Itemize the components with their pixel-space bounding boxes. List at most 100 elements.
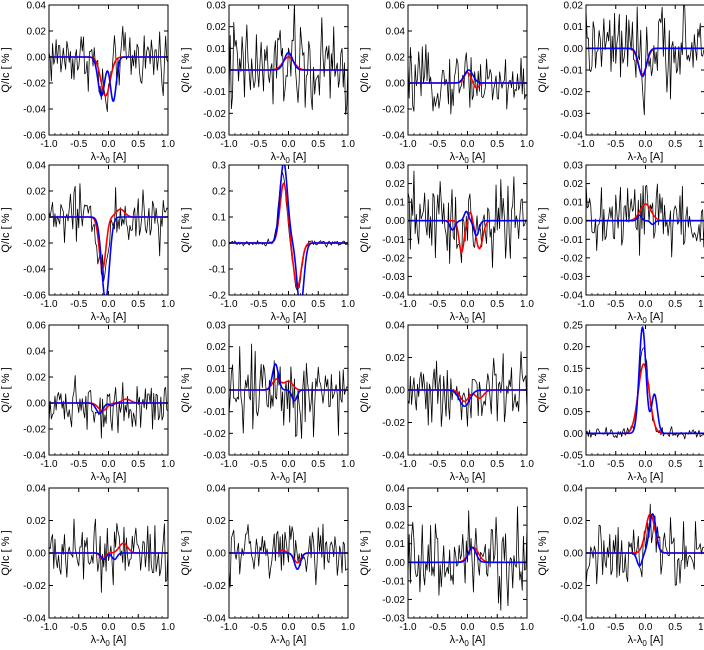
y-tick-label: 0.1 [212,213,226,224]
y-tick-label: 0.02 [386,353,406,364]
y-tick-label: 0.04 [386,484,406,495]
plot-area [229,523,348,588]
y-tick-label: 0.06 [27,321,47,332]
x-tick-label: 0.5 [668,139,682,150]
plot-area [49,25,168,113]
y-tick-label: 0.00 [207,386,227,397]
plot-area [408,170,527,269]
y-tick-label: -0.02 [203,581,226,592]
y-tick-label: -0.03 [560,272,583,283]
y-tick-label: -0.01 [382,235,405,246]
x-tick-label: -0.5 [607,459,625,470]
x-tick-label: -1.0 [220,299,238,310]
plot-area [586,181,704,258]
y-tick-label: -0.03 [560,109,583,120]
x-tick-label: -0.5 [70,299,88,310]
y-tick-label: 0.04 [386,321,406,332]
x-tick-label: 0.0 [461,139,475,150]
series-red [229,56,348,71]
x-tick-label: 0.5 [131,622,145,633]
x-tick-label: 0.0 [461,299,475,310]
x-axis-label: λ-λ0 [A] [91,311,127,325]
subplot-16: -1.0 -0.5 0.0 0.5 1.0 0.04 0.02 0.00 -0.02 -0.04 λ… [537,484,704,648]
series-observed [586,181,704,258]
y-tick-label: 0.3 [212,161,226,172]
x-tick-label: -0.5 [607,139,625,150]
plot-area [408,506,527,611]
y-tick-label: -0.01 [203,87,226,98]
series-blue [229,552,348,571]
x-tick-label: -1.0 [577,622,595,633]
y-tick-label: 0.02 [564,516,584,527]
plot-area [229,165,348,295]
x-tick-label: 1.0 [161,622,175,633]
series-observed [229,523,348,588]
y-axis-label: Q/Ic [ % ] [180,530,192,575]
plot-frame [48,4,169,136]
y-axis-label: Q/Ic [ % ] [359,530,371,575]
x-tick-label: 1.0 [341,299,355,310]
series-observed [229,172,348,291]
y-tick-label: 0.02 [207,516,227,527]
x-tick-label: -0.5 [70,459,88,470]
y-tick-label: 0.02 [207,22,227,33]
y-tick-label: -0.04 [382,131,405,142]
y-tick-label: 0.01 [386,198,406,209]
x-tick-label: -1.0 [40,299,58,310]
series-observed [408,351,527,427]
x-tick-label: 0.5 [311,299,325,310]
subplot-4: -1.0 -0.5 0.0 0.5 1.0 0.02 0.01 0.00 -0.01 -0.02 -… [537,1,704,165]
x-axis-label: λ-λ0 [A] [91,471,127,485]
x-tick-label: -1.0 [40,139,58,150]
x-axis-label: λ-λ0 [A] [271,471,307,485]
y-tick-label: 0.01 [207,44,227,55]
x-tick-label: 1.0 [161,459,175,470]
x-tick-label: 0.0 [461,459,475,470]
x-tick-label: 0.0 [282,459,296,470]
x-axis-label: λ-λ0 [A] [91,151,127,165]
y-axis-label: Q/Ic [ % ] [0,47,12,92]
series-blue [408,389,527,408]
x-tick-label: 0.0 [282,139,296,150]
x-tick-label: 0.0 [102,459,116,470]
y-tick-label: 0.02 [27,187,47,198]
x-tick-label: 0.0 [639,622,653,633]
y-tick-label: 0.00 [386,79,406,90]
x-tick-label: -0.5 [429,299,447,310]
x-tick-label: -0.5 [607,622,625,633]
series-blue [229,165,348,295]
y-axis-label: Q/Ic [ % ] [359,367,371,412]
series-blue [408,69,527,84]
x-tick-label: 0.0 [102,622,116,633]
y-tick-label: 0.04 [27,161,47,172]
y-tick-label: 0.04 [27,347,47,358]
x-tick-label: 0.5 [131,139,145,150]
series-observed [586,5,704,116]
y-tick-label: 0.03 [207,321,227,332]
x-tick-label: 0.0 [639,299,653,310]
y-tick-label: 0.03 [564,161,584,172]
y-tick-label: 0.03 [386,502,406,513]
subplot-13: -1.0 -0.5 0.0 0.5 1.0 0.04 0.02 0.00 -0.02 -0.04 λ… [0,484,175,649]
y-tick-label: -0.02 [560,253,583,264]
x-tick-label: 0.5 [131,299,145,310]
y-axis-label: Q/Ic [ % ] [537,207,549,252]
y-axis-label: Q/Ic [ % ] [180,47,192,92]
y-tick-label: -0.04 [23,451,46,462]
y-tick-label: -0.02 [23,79,46,90]
y-tick-label: -0.04 [560,614,583,625]
y-tick-label: -0.1 [209,265,227,276]
series-observed [49,518,168,593]
y-tick-label: 0.02 [27,516,47,527]
x-tick-label: -1.0 [220,459,238,470]
x-tick-label: 0.0 [461,622,475,633]
y-tick-label: -0.03 [382,272,405,283]
y-tick-label: 0.01 [207,364,227,375]
subplot-3: -1.0 -0.5 0.0 0.5 1.0 0.06 0.04 0.02 0.00 -0.02 -0… [359,1,534,166]
y-tick-label: 0.04 [27,484,47,495]
y-tick-label: 0.04 [27,1,47,12]
series-red [408,71,527,89]
x-tick-label: -0.5 [607,299,625,310]
x-tick-label: -1.0 [399,622,417,633]
y-tick-label: -0.02 [23,425,46,436]
